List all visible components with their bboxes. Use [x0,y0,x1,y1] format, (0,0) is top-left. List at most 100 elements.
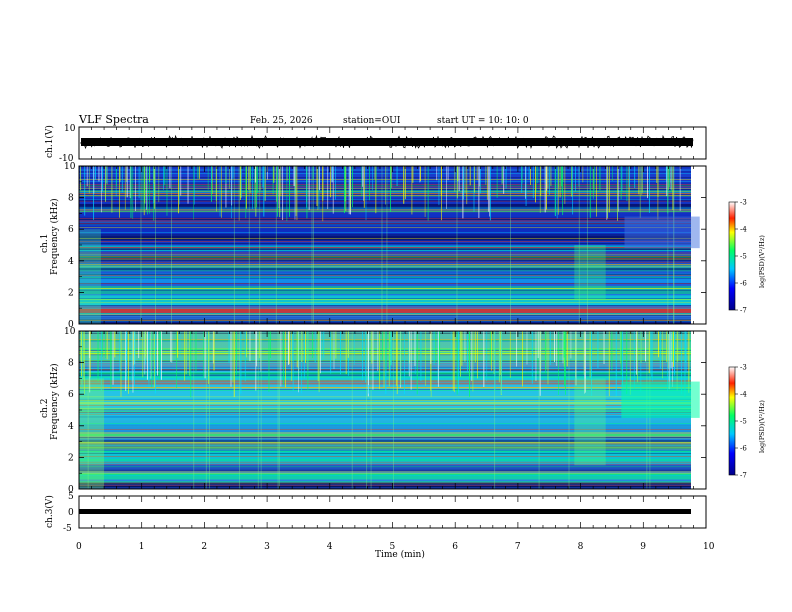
spectrogram-spike [486,331,488,382]
spectrogram-spike [260,331,262,372]
ch2-spectrogram-panel: 0 2 4 6 8 10 ch.2 Frequency (kHz) [40,327,707,495]
spectrogram-line [79,413,691,415]
spectrogram-spike [116,166,117,187]
spectrogram-line [79,222,691,224]
spectrogram-streak [392,331,394,489]
spectrogram-spike [476,166,478,181]
spectrogram-band [79,295,691,306]
ch2-frequency-ylabel: Frequency (kHz) [49,363,60,440]
spectrogram-spike [676,331,678,391]
spectrogram-spike [298,331,299,393]
spectrogram-line [79,302,691,304]
spectrogram-spike [626,331,628,394]
spectrogram-line [79,283,691,285]
spectrogram-line [79,411,691,413]
spectrogram-spike [477,331,478,379]
spectrogram-spike [525,166,527,199]
spectrogram-spike [611,166,613,182]
spectrogram-line [79,184,691,185]
spectrogram-line [79,375,691,376]
spectrogram-line [79,302,691,304]
ch1-frequency-ticks: 0 2 4 6 8 10 [64,162,706,330]
spectrogram-line [79,417,691,419]
spectrogram-spike [611,331,613,371]
spectrogram-spike [565,331,566,395]
spectrogram-spike [503,166,505,194]
spectrogram-spike [599,166,601,191]
spectrogram-spike [158,166,160,203]
spectrogram-spike [306,166,308,219]
spectrogram-spike [461,331,463,366]
spectrogram-spike [371,331,373,364]
spectrogram-line [79,209,691,211]
spectrogram-spike [560,166,562,187]
spectrogram-spike [474,331,476,363]
figure-title: VLF Spectra [78,113,149,126]
spectrogram-spike [615,331,617,397]
spectrogram-spike [638,166,640,195]
spectrogram-spike [84,166,86,216]
spectrogram-spike [400,331,401,388]
spectrogram-patch [574,378,606,466]
spectrogram-spike [677,331,679,362]
spectrogram-spike [608,166,610,213]
spectrogram-spike [684,331,686,363]
spectrogram-line [79,351,691,353]
spectrogram-line [79,319,691,321]
spectrogram-line [79,182,691,184]
spectrogram-spike [505,166,507,189]
spectrogram-line [79,200,691,202]
spectrogram-spike [144,331,146,358]
spectrogram-line [79,264,691,266]
spectrogram-spike [193,166,195,220]
spectrogram-spike [279,166,281,218]
spectrogram-spike [322,166,324,201]
spectrogram-spike [307,331,309,390]
spectrogram-patch [624,216,700,249]
spectrogram-spike [345,331,347,375]
ch1-ytick-bottom: -10 [59,154,74,164]
spectrogram-spike [456,166,458,199]
spectrogram-line [79,166,691,168]
spectrogram-spike [130,166,132,204]
spectrogram-line [79,446,691,448]
spectrogram-line [79,249,691,251]
spectrogram-spike [268,331,270,392]
spectrogram-spike [494,331,496,390]
spectrogram-spike [389,331,391,368]
spectrogram-line [79,403,691,404]
spectrogram-line [79,437,691,438]
ch1-colorbar-ticks: -3 -4 -5 -6 -7 [735,199,747,315]
spectrogram-spike [554,331,555,363]
spectrogram-line [79,365,691,367]
spectrogram-spike [385,166,386,205]
spectrogram-line [79,471,691,473]
spectrogram-line [79,484,691,486]
ch3-waveform-trace [79,509,691,514]
spectrogram-spike [469,331,470,397]
spectrogram-spike [225,166,227,208]
spectrogram-spike [111,166,113,213]
spectrogram-streak [578,166,580,324]
spectrogram-spike [286,166,288,222]
ch1-frequency-ylabel: Frequency (kHz) [49,198,60,275]
frequency-tick-label: 8 [68,194,74,204]
spectrogram-spike [330,166,332,198]
spectrogram-band [79,473,691,480]
spectrogram-spike [679,166,681,211]
spectrogram-spike [656,166,658,183]
spectrogram-spike [562,331,564,364]
spectrogram-line [79,359,691,361]
spectrogram-line [79,354,691,356]
frequency-tick-label: 0 [68,485,74,495]
spectrogram-spike [126,166,127,182]
spectrogram-spike [539,166,541,213]
spectrogram-spike [658,331,660,358]
spectrogram-spike [489,166,491,221]
spectrogram-spike [532,166,534,199]
spectrogram-spike [296,166,298,221]
spectrogram-streak [238,331,240,489]
spectrogram-spike [629,331,631,395]
spectrogram-line [79,220,691,222]
spectrogram-line [79,194,691,195]
